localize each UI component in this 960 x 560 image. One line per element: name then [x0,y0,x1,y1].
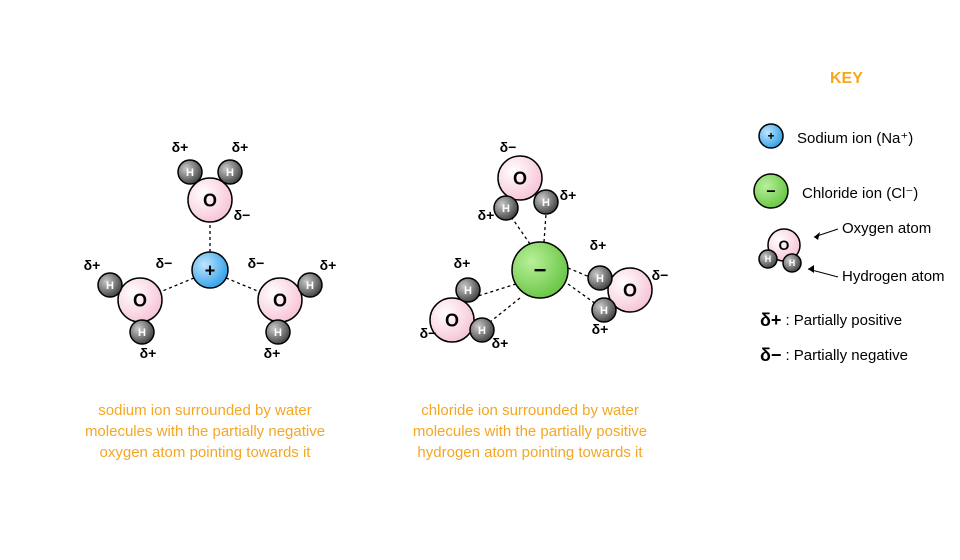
diagram-stage: OHHδ+δ+δ−OHHδ+δ+δ−OHHδ+δ+δ−+ sodium ion … [0,0,960,560]
svg-text:δ+: δ+ [592,321,609,337]
svg-text:H: H [464,285,472,297]
key-row-delta-plus: δ+ : Partially positive [760,310,902,331]
key-row-delta-minus: δ− : Partially negative [760,345,908,366]
svg-text:H: H [542,197,550,209]
svg-text:+: + [205,260,216,280]
key-row-water: OH H Oxygen atom Hydrogen atom [748,225,960,299]
svg-text:δ−: δ− [234,207,251,223]
key-title: KEY [830,70,863,88]
svg-text:H: H [596,273,604,285]
svg-text:δ−: δ− [652,267,669,283]
svg-text:O: O [623,280,637,300]
svg-text:O: O [203,190,217,210]
key-delta-minus-label: : Partially negative [785,347,908,364]
key-water-labels: Oxygen atom Hydrogen atom [822,225,960,299]
svg-text:+: + [767,129,774,143]
key-chloride-swatch: − [750,170,792,216]
svg-text:δ+: δ+ [264,345,281,361]
svg-text:δ−: δ− [420,325,437,341]
sodium-caption: sodium ion surrounded by water molecules… [75,400,335,463]
svg-text:H: H [274,327,282,339]
chloride-cluster-panel: − O H Hδ+ δ+ δ− O H Hδ+ δ+ δ− O H Hδ+ δ+ δ− [370,100,710,400]
svg-text:−: − [766,184,775,201]
svg-text:H: H [306,280,314,292]
key-row-sodium: + Sodium ion (Na⁺) [755,120,913,156]
sodium-cluster-panel: OHHδ+δ+δ−OHHδ+δ+δ−OHHδ+δ+δ−+ [60,110,360,390]
svg-text:δ−: δ− [248,255,265,271]
key-sodium-swatch: + [755,120,787,156]
svg-text:H: H [106,280,114,292]
svg-text:δ+: δ+ [140,345,157,361]
key-row-chloride: − Chloride ion (Cl⁻) [750,170,918,216]
svg-text:H: H [226,167,234,179]
svg-text:δ+: δ+ [454,255,471,271]
svg-text:H: H [478,325,486,337]
svg-text:−: − [534,258,547,283]
delta-minus-icon: δ− [760,345,781,366]
key-sodium-label: Sodium ion (Na⁺) [797,129,913,147]
svg-text:O: O [273,290,287,310]
svg-text:δ+: δ+ [84,257,101,273]
svg-text:δ+: δ+ [560,187,577,203]
key-delta-plus-label: : Partially positive [785,312,902,329]
svg-text:O: O [513,168,527,188]
delta-plus-icon: δ+ [760,310,781,331]
svg-text:δ+: δ+ [172,139,189,155]
svg-text:H: H [502,203,510,215]
svg-text:δ−: δ− [156,255,173,271]
key-hydrogen-text: Hydrogen atom [842,268,945,285]
svg-text:O: O [779,237,790,253]
svg-text:δ−: δ− [500,139,517,155]
svg-text:H: H [765,254,772,264]
key-oxygen-text: Oxygen atom [842,220,931,237]
svg-text:H: H [789,258,796,268]
svg-text:δ+: δ+ [320,257,337,273]
sodium-cluster-svg: OHHδ+δ+δ−OHHδ+δ+δ−OHHδ+δ+δ−+ [60,110,360,390]
svg-text:δ+: δ+ [232,139,249,155]
svg-text:O: O [445,310,459,330]
key-water-swatch: OH H [748,225,812,289]
key-chloride-label: Chloride ion (Cl⁻) [802,184,918,202]
svg-text:δ+: δ+ [590,237,607,253]
svg-text:δ+: δ+ [492,335,509,351]
chloride-cluster-svg: − O H Hδ+ δ+ δ− O H Hδ+ δ+ δ− O H Hδ+ δ+ δ− [370,100,710,400]
svg-text:H: H [600,305,608,317]
svg-text:O: O [133,290,147,310]
svg-text:δ+: δ+ [478,207,495,223]
chloride-caption: chloride ion surrounded by water molecul… [400,400,660,463]
svg-text:H: H [186,167,194,179]
svg-text:H: H [138,327,146,339]
